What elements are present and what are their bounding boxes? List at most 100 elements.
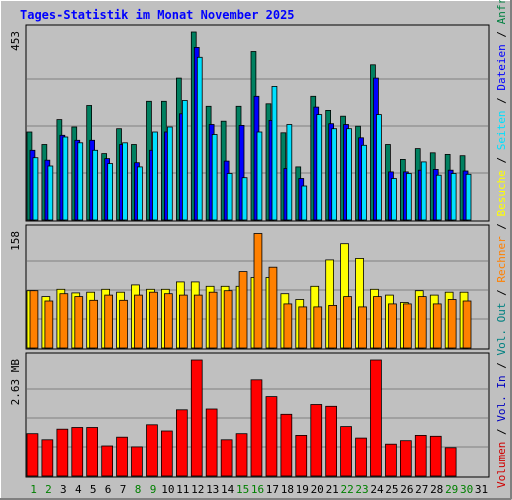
bar-rechner-day-23 xyxy=(358,306,367,349)
bar-rechner-day-29 xyxy=(447,299,457,349)
bar-rechner-day-26 xyxy=(402,303,412,349)
bar-seiten-day-21 xyxy=(331,128,338,221)
bar-volumen-day-27 xyxy=(414,434,427,477)
bar-volumen-day-22 xyxy=(340,426,352,477)
bar-rechner-day-10 xyxy=(163,293,173,349)
bar-seiten-day-9 xyxy=(152,131,158,221)
panel-bottom: 2.63 MB xyxy=(9,352,490,478)
bar-seiten-day-4 xyxy=(77,142,84,221)
bar-rechner-day-15 xyxy=(238,271,248,349)
bar-seiten-day-28 xyxy=(435,174,442,221)
bar-rechner-day-19 xyxy=(298,306,308,349)
bar-seiten-day-20 xyxy=(316,114,323,221)
bar-rechner-day-13 xyxy=(208,291,218,349)
bar-rechner-day-20 xyxy=(313,306,323,349)
bar-volumen-day-2 xyxy=(41,439,54,477)
bar-rechner-day-5 xyxy=(89,299,98,349)
bar-rechner-day-6 xyxy=(104,294,113,349)
x-tick-label-30: 30 xyxy=(460,483,473,496)
bar-rechner-day-27 xyxy=(417,296,427,349)
series-rechner xyxy=(29,233,472,349)
bar-rechner-day-11 xyxy=(178,294,188,349)
bar-volumen-day-19 xyxy=(295,434,308,477)
x-tick-label-21: 21 xyxy=(326,483,339,496)
bar-volumen-day-5 xyxy=(86,427,98,477)
bar-seiten-day-6 xyxy=(107,163,113,221)
bar-seiten-day-3 xyxy=(62,136,69,221)
bar-rechner-day-30 xyxy=(462,300,472,349)
legend-part-9: / xyxy=(495,150,508,170)
bar-volumen-day-16 xyxy=(250,379,263,477)
bar-rechner-day-28 xyxy=(432,303,442,349)
legend-part-2: Vol. In xyxy=(495,375,508,421)
x-tick-label-6: 6 xyxy=(105,483,112,496)
bar-volumen-day-17 xyxy=(265,396,278,477)
bar-rechner-day-9 xyxy=(149,291,158,349)
bar-rechner-day-22 xyxy=(343,296,352,349)
bar-seiten-day-30 xyxy=(465,173,472,221)
x-tick-label-13: 13 xyxy=(206,483,219,496)
bar-volumen-day-7 xyxy=(116,436,128,477)
bar-volumen-day-12 xyxy=(190,359,203,477)
bar-rechner-day-21 xyxy=(328,304,338,349)
bar-volumen-day-8 xyxy=(131,446,143,477)
legend-part-3: / xyxy=(495,356,508,376)
panel-bottom-ymax-label: 2.63 MB xyxy=(9,359,22,406)
bar-volumen-day-29 xyxy=(444,447,457,477)
bar-rechner-day-3 xyxy=(59,293,69,349)
x-tick-label-17: 17 xyxy=(266,483,279,496)
legend-part-6: Rechner xyxy=(495,236,508,283)
bar-seiten-day-7 xyxy=(122,142,128,221)
bar-rechner-day-7 xyxy=(119,299,128,349)
x-tick-label-4: 4 xyxy=(75,483,82,496)
x-tick-label-5: 5 xyxy=(90,483,97,496)
x-tick-label-9: 9 xyxy=(150,483,157,496)
x-tick-label-27: 27 xyxy=(415,483,428,496)
bar-volumen-day-4 xyxy=(71,427,84,477)
bar-volumen-day-1 xyxy=(26,433,39,477)
bar-volumen-day-23 xyxy=(355,437,367,477)
bar-seiten-day-15 xyxy=(241,177,248,221)
bar-rechner-day-2 xyxy=(44,300,54,349)
legend-part-4: Vol. Out xyxy=(495,303,508,356)
bar-rechner-day-18 xyxy=(283,303,293,349)
bar-seiten-day-16 xyxy=(256,131,263,221)
x-tick-label-3: 3 xyxy=(60,483,67,496)
x-tick-label-19: 19 xyxy=(296,483,309,496)
bar-volumen-day-13 xyxy=(205,408,218,477)
bar-volumen-day-3 xyxy=(56,428,69,477)
bar-volumen-day-28 xyxy=(429,435,442,477)
legend-part-14: Anfragen xyxy=(495,0,508,24)
bar-seiten-day-14 xyxy=(226,173,233,221)
x-tick-label-2: 2 xyxy=(45,483,52,496)
bar-seiten-day-5 xyxy=(92,149,98,221)
legend-part-12: Dateien xyxy=(495,44,508,90)
x-tick-label-22: 22 xyxy=(340,483,353,496)
bar-seiten-day-17 xyxy=(271,86,278,221)
x-tick-label-14: 14 xyxy=(221,483,235,496)
chart-title: Tages-Statistik im Monat November 2025 xyxy=(20,8,295,22)
x-tick-label-15: 15 xyxy=(236,483,249,496)
legend-part-5: / xyxy=(495,283,508,303)
right-axis-legend: Volumen / Vol. In / Vol. Out / Rechner /… xyxy=(495,0,508,488)
bar-seiten-day-25 xyxy=(391,178,397,221)
bar-seiten-day-22 xyxy=(346,128,352,221)
legend-part-10: Seiten xyxy=(495,110,508,150)
bar-seiten-day-26 xyxy=(405,173,412,221)
bar-volumen-day-15 xyxy=(235,433,248,477)
bar-volumen-day-10 xyxy=(160,430,173,477)
bar-volumen-day-11 xyxy=(175,409,188,477)
bar-volumen-day-20 xyxy=(310,404,323,477)
x-tick-label-25: 25 xyxy=(385,483,398,496)
panel-middle: 158 xyxy=(9,224,490,350)
bar-rechner-day-14 xyxy=(223,290,233,349)
legend-part-8: Besuche xyxy=(495,170,508,216)
bar-seiten-day-11 xyxy=(181,100,188,221)
bar-volumen-day-25 xyxy=(385,443,397,477)
x-tick-label-1: 1 xyxy=(30,483,37,496)
x-tick-label-28: 28 xyxy=(430,483,443,496)
panel-top-ymax-label: 453 xyxy=(9,31,22,51)
x-tick-label-20: 20 xyxy=(311,483,324,496)
